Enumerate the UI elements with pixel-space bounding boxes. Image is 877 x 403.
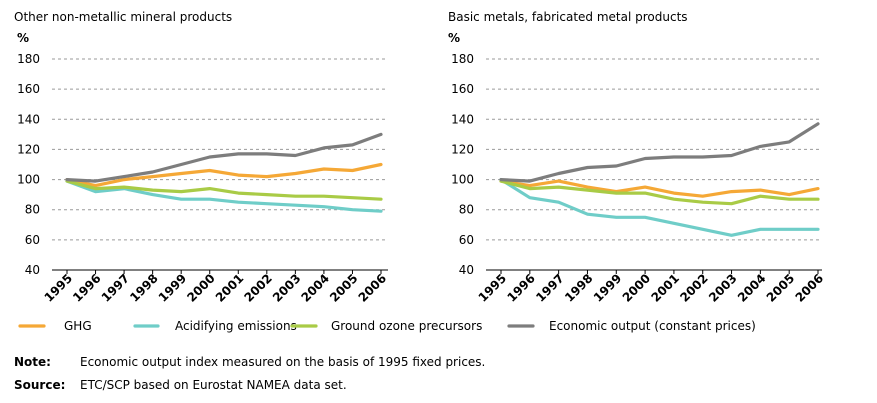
y-tick-label: 40 xyxy=(459,263,474,277)
y-tick-label: 60 xyxy=(459,233,474,247)
x-tick-label: 2002 xyxy=(677,271,711,305)
x-tick-label: 2006 xyxy=(793,271,827,305)
series-line-ghg xyxy=(499,179,820,198)
series-line-ground-ozone-precursors xyxy=(65,179,383,201)
series-line-economic-output-constant-prices xyxy=(499,122,820,183)
y-tick-label: 180 xyxy=(451,52,474,66)
chart-title: Basic metals, fabricated metal products xyxy=(448,10,688,24)
legend-item-ghg: GHG xyxy=(18,319,92,333)
x-tick-label: 2002 xyxy=(241,271,275,305)
note-label: Note: xyxy=(14,355,51,369)
x-tick-label: 2003 xyxy=(706,271,740,305)
legend-item-ozone: Ground ozone precursors xyxy=(290,319,482,333)
series-line-ground-ozone-precursors xyxy=(499,179,820,206)
y-tick-label: 160 xyxy=(451,82,474,96)
x-tick-label: 1996 xyxy=(70,271,104,305)
x-tick-label: 2001 xyxy=(649,271,683,305)
x-tick-label: 1995 xyxy=(42,271,76,305)
x-tick-label: 2005 xyxy=(327,271,361,305)
y-tick-label: 120 xyxy=(451,142,474,156)
x-tick-label: 1995 xyxy=(476,271,510,305)
y-tick-label: 160 xyxy=(17,82,40,96)
x-tick-label: 1996 xyxy=(504,271,538,305)
x-tick-label: 1997 xyxy=(99,271,133,305)
legend-item-acidifying: Acidifying emissions xyxy=(133,319,297,333)
y-tick-label: 60 xyxy=(25,233,40,247)
note: Note: Economic output index measured on t… xyxy=(14,355,485,369)
chart-panel-basic-metals: Basic metals, fabricated metal products … xyxy=(448,10,826,305)
y-tick-label: 80 xyxy=(25,203,40,217)
x-tick-label: 1998 xyxy=(127,271,161,305)
y-tick-label: 120 xyxy=(17,142,40,156)
x-tick-label: 2006 xyxy=(356,271,390,305)
y-tick-label: 140 xyxy=(451,112,474,126)
x-tick-label: 2005 xyxy=(764,271,798,305)
series-line-economic-output-constant-prices xyxy=(65,132,383,183)
x-tick-label: 1997 xyxy=(533,271,567,305)
legend-label: GHG xyxy=(64,319,92,333)
legend-label: Ground ozone precursors xyxy=(331,319,482,333)
x-tick-label: 2001 xyxy=(213,271,247,305)
x-tick-label: 2003 xyxy=(270,271,304,305)
x-tick-label: 2004 xyxy=(299,271,333,305)
legend-label: Acidifying emissions xyxy=(175,319,297,333)
source: Source: ETC/SCP based on Eurostat NAMEA d… xyxy=(14,378,347,392)
x-tick-label: 2004 xyxy=(735,271,769,305)
chart-title: Other non-metallic mineral products xyxy=(14,10,232,24)
y-tick-label: 100 xyxy=(451,173,474,187)
series-line-acidifying-emissions xyxy=(499,178,820,237)
x-tick-label: 1999 xyxy=(591,271,625,305)
y-axis-unit: % xyxy=(17,31,29,45)
x-tick-label: 2000 xyxy=(620,271,654,305)
legend-label: Economic output (constant prices) xyxy=(549,319,756,333)
source-label: Source: xyxy=(14,378,66,392)
x-tick-label: 1998 xyxy=(562,271,596,305)
legend-item-economic-output: Economic output (constant prices) xyxy=(507,319,756,333)
y-tick-label: 100 xyxy=(17,173,40,187)
y-tick-label: 140 xyxy=(17,112,40,126)
y-tick-label: 180 xyxy=(17,52,40,66)
y-tick-label: 80 xyxy=(459,203,474,217)
note-text: Economic output index measured on the ba… xyxy=(80,355,486,369)
y-axis-unit: % xyxy=(448,31,460,45)
source-text: ETC/SCP based on Eurostat NAMEA data set… xyxy=(80,378,347,392)
y-tick-label: 40 xyxy=(25,263,40,277)
legend: GHG Acidifying emissions Ground ozone pr… xyxy=(18,319,756,333)
x-tick-label: 2000 xyxy=(184,271,218,305)
series-line-acidifying-emissions xyxy=(65,179,383,213)
series-line-ghg xyxy=(65,162,383,188)
x-tick-label: 1999 xyxy=(156,271,190,305)
chart-panel-mineral-products: Other non-metallic mineral products % 40… xyxy=(14,10,389,305)
